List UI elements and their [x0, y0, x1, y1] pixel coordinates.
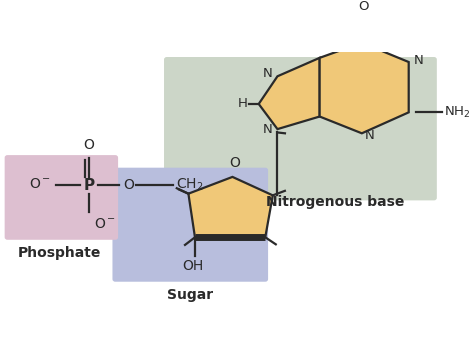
Text: O$^-$: O$^-$	[29, 177, 52, 191]
Text: O: O	[123, 178, 134, 192]
Text: Nitrogenous base: Nitrogenous base	[266, 195, 405, 210]
Text: P: P	[83, 178, 95, 193]
Text: Sugar: Sugar	[167, 287, 213, 302]
Polygon shape	[259, 58, 319, 129]
Text: N: N	[413, 54, 423, 67]
Text: O: O	[229, 156, 240, 170]
FancyBboxPatch shape	[112, 168, 268, 282]
Text: Phosphate: Phosphate	[18, 246, 100, 260]
Polygon shape	[188, 177, 273, 237]
Text: N: N	[263, 123, 273, 136]
Polygon shape	[319, 43, 409, 133]
Text: CH$_2$: CH$_2$	[176, 177, 204, 194]
Text: NH$_2$: NH$_2$	[444, 105, 471, 120]
FancyBboxPatch shape	[164, 57, 437, 200]
Text: O: O	[83, 138, 94, 152]
FancyBboxPatch shape	[5, 155, 118, 240]
Text: O: O	[358, 0, 369, 13]
Text: H: H	[237, 97, 247, 111]
Text: N: N	[365, 129, 374, 142]
Text: O$^-$: O$^-$	[94, 217, 116, 231]
Text: N: N	[263, 67, 273, 80]
Text: OH: OH	[182, 259, 204, 273]
